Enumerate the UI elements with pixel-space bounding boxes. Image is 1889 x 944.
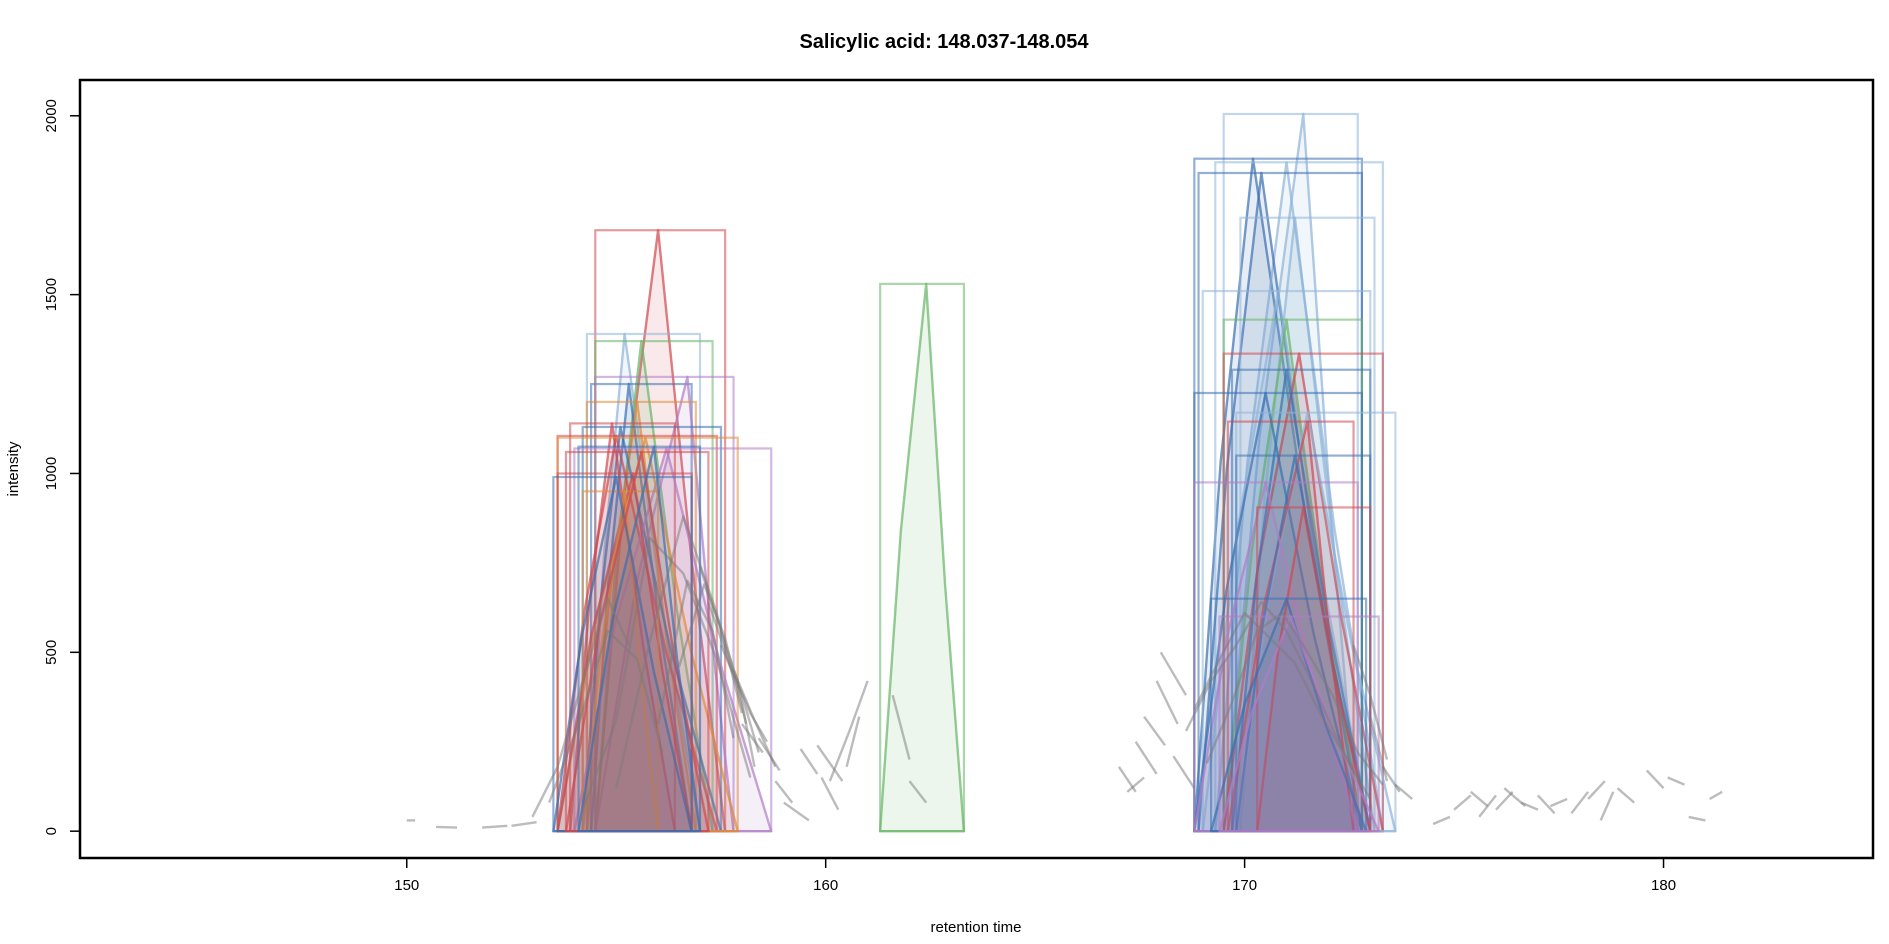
trace-5 bbox=[531, 597, 630, 818]
chart-title: Salicylic acid: 148.037-148.054 bbox=[799, 31, 1089, 53]
trace-19 bbox=[799, 748, 819, 775]
peak-curve bbox=[577, 445, 702, 833]
x-tick-label: 150 bbox=[394, 877, 419, 894]
trace-20 bbox=[820, 776, 840, 811]
y-tick-label: 500 bbox=[43, 640, 60, 665]
y-axis-label: intensity bbox=[5, 441, 22, 497]
x-tick-label: 170 bbox=[1232, 877, 1257, 894]
background-traces bbox=[406, 515, 1723, 829]
x-tick-label: 180 bbox=[1651, 877, 1676, 894]
trace-40 bbox=[1432, 815, 1451, 826]
trace-48 bbox=[1549, 797, 1568, 808]
trace-27 bbox=[1126, 776, 1145, 793]
trace-21 bbox=[816, 744, 844, 782]
trace-41 bbox=[1453, 794, 1472, 811]
trace-51 bbox=[1599, 791, 1615, 821]
trace-11 bbox=[698, 566, 756, 768]
x-axis: 150 160 170 180 bbox=[394, 858, 1676, 894]
trace-17 bbox=[774, 780, 794, 804]
trace-33 bbox=[1184, 601, 1363, 789]
trace-42 bbox=[1470, 790, 1489, 808]
trace-28 bbox=[1134, 741, 1158, 775]
trace-29 bbox=[1143, 715, 1166, 747]
peak-curve bbox=[1218, 615, 1380, 833]
trace-32 bbox=[1172, 755, 1196, 789]
trace-54 bbox=[1667, 776, 1685, 786]
trace-43 bbox=[1478, 794, 1497, 818]
y-tick-label: 0 bbox=[43, 827, 60, 835]
trace-13 bbox=[719, 644, 760, 753]
peak-curve bbox=[878, 282, 966, 833]
trace-9 bbox=[656, 579, 735, 739]
trace-49 bbox=[1570, 791, 1590, 815]
trace-22 bbox=[828, 680, 869, 782]
trace-36 bbox=[1352, 644, 1389, 760]
trace-35 bbox=[1205, 611, 1384, 786]
peak-17 bbox=[878, 282, 966, 833]
trace-15 bbox=[740, 723, 764, 754]
trace-31 bbox=[1159, 651, 1188, 696]
trace-6 bbox=[548, 629, 664, 804]
trace-25 bbox=[908, 780, 928, 804]
plot-marks bbox=[552, 112, 1397, 833]
trace-23 bbox=[845, 716, 861, 768]
trace-44 bbox=[1495, 790, 1514, 811]
trace-53 bbox=[1645, 769, 1665, 790]
trace-18 bbox=[783, 801, 810, 822]
y-tick-label: 1000 bbox=[43, 457, 60, 490]
peak-16 bbox=[577, 445, 702, 833]
trace-55 bbox=[1688, 815, 1706, 822]
y-tick-label: 2000 bbox=[43, 99, 60, 132]
trace-34 bbox=[1193, 611, 1372, 800]
plot-frame bbox=[78, 78, 1875, 860]
trace-56 bbox=[1709, 790, 1723, 801]
x-tick-label: 160 bbox=[813, 877, 838, 894]
trace-30 bbox=[1155, 680, 1179, 725]
trace-24 bbox=[891, 694, 911, 760]
trace-4 bbox=[511, 821, 537, 827]
x-axis-label: retention time bbox=[931, 919, 1022, 936]
trace-39 bbox=[1394, 783, 1413, 800]
trace-16 bbox=[757, 737, 781, 772]
trace-47 bbox=[1537, 794, 1556, 815]
trace-3 bbox=[482, 824, 508, 829]
y-tick-label: 1500 bbox=[43, 278, 60, 311]
trace-46 bbox=[1520, 801, 1539, 811]
y-axis: 0 500 1000 1500 2000 bbox=[43, 99, 80, 835]
trace-52 bbox=[1616, 787, 1635, 804]
trace-50 bbox=[1587, 780, 1606, 800]
trace-2 bbox=[436, 825, 458, 829]
trace-38 bbox=[1381, 766, 1401, 793]
